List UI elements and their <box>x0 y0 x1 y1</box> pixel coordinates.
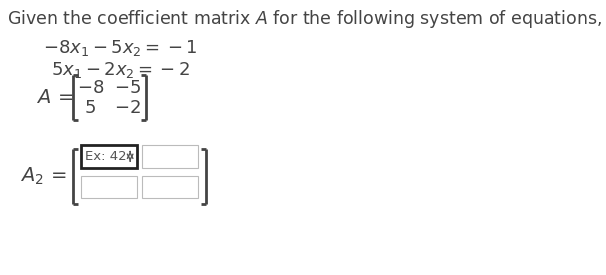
Text: Ex: 42: Ex: 42 <box>85 150 127 163</box>
Text: $A\, =$: $A\, =$ <box>36 89 73 108</box>
Text: $5$: $5$ <box>84 99 96 117</box>
Text: $-8$: $-8$ <box>77 79 104 97</box>
Bar <box>81 176 137 198</box>
Text: $-5$: $-5$ <box>114 79 141 97</box>
Text: $A_2\, =$: $A_2\, =$ <box>20 166 67 187</box>
Text: $-2$: $-2$ <box>114 99 141 117</box>
Bar <box>142 176 198 198</box>
Bar <box>142 145 198 168</box>
Text: $-8x_1 - 5x_2 = -1$: $-8x_1 - 5x_2 = -1$ <box>42 38 197 58</box>
Bar <box>81 145 137 168</box>
Text: $5x_1 - 2x_2 = -2$: $5x_1 - 2x_2 = -2$ <box>50 60 190 80</box>
Text: Given the coefficient matrix $\mathit{A}$ for the following system of equations,: Given the coefficient matrix $\mathit{A}… <box>7 8 606 30</box>
